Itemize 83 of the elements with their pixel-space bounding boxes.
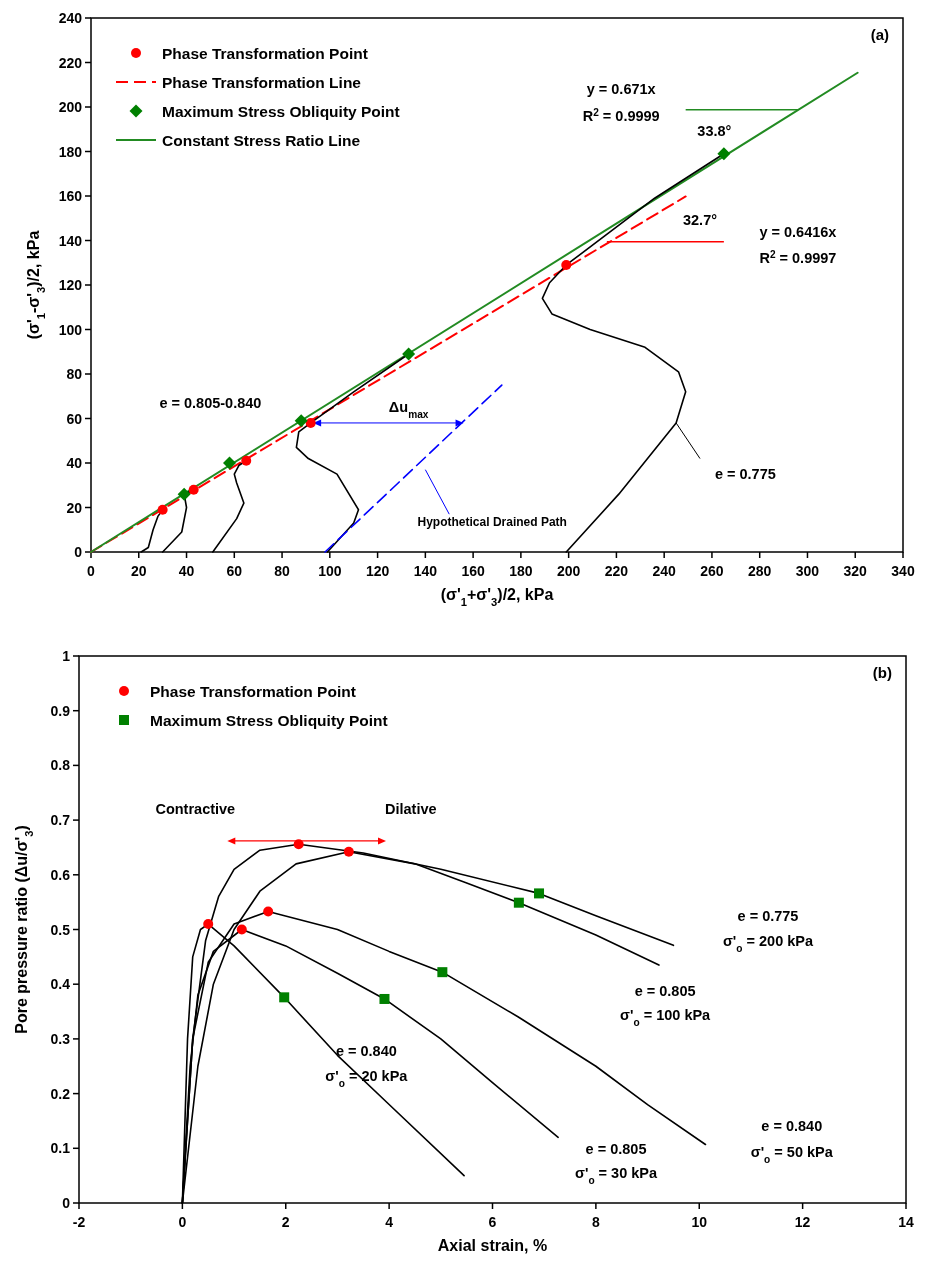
annotation: y = 0.671x bbox=[586, 81, 656, 98]
x-tick-label: 20 bbox=[130, 563, 147, 579]
x-tick-label: 100 bbox=[318, 563, 342, 579]
annotation: R$^{2}$ = 0.9999 bbox=[582, 106, 660, 124]
annotation: Contractive bbox=[155, 801, 236, 818]
annotation: 32.7° bbox=[682, 212, 718, 229]
legend-label: Phase Transformation Line bbox=[162, 74, 362, 91]
y-tick-label: 20 bbox=[66, 499, 83, 516]
x-tick-label: 260 bbox=[700, 563, 724, 579]
y-tick-label: 0.7 bbox=[50, 812, 71, 829]
y-tick-label: 0.1 bbox=[50, 1140, 71, 1157]
legend-label: Maximum Stress Obliquity Point bbox=[150, 712, 388, 729]
y-tick-label: 0 bbox=[62, 1195, 71, 1211]
y-tick-label: 0 bbox=[74, 544, 83, 560]
x-tick-label: 0 bbox=[87, 563, 96, 579]
y-tick-label: 0.8 bbox=[50, 757, 71, 774]
legend-label: Phase Transformation Point bbox=[162, 45, 368, 62]
annotation: e = 0.805 bbox=[634, 982, 696, 999]
x-tick-label: 80 bbox=[274, 563, 291, 579]
y-tick-label: 240 bbox=[58, 10, 83, 26]
y-tick-label: 0.3 bbox=[50, 1030, 71, 1047]
legend-label: Phase Transformation Point bbox=[150, 683, 356, 700]
y-tick-label: 1 bbox=[62, 648, 71, 664]
annotation: σ'$_{o}$ = 20 kPa bbox=[325, 1068, 409, 1089]
x-axis-title: Axial strain, % bbox=[437, 1237, 548, 1254]
x-tick-label: 300 bbox=[795, 563, 820, 579]
y-tick-label: 180 bbox=[58, 143, 83, 160]
y-tick-label: 100 bbox=[58, 321, 83, 338]
x-tick-label: 6 bbox=[488, 1214, 497, 1230]
annotation: e = 0.840 bbox=[761, 1118, 823, 1135]
y-tick-label: 0.2 bbox=[50, 1085, 71, 1102]
legend-label: Constant Stress Ratio Line bbox=[162, 132, 361, 149]
x-tick-label: 60 bbox=[226, 563, 243, 579]
annotation: e = 0.775 bbox=[737, 907, 799, 924]
annotation: 33.8° bbox=[697, 123, 732, 140]
y-tick-label: 0.5 bbox=[50, 921, 71, 938]
x-tick-label: 160 bbox=[461, 563, 486, 579]
y-tick-label: 0.6 bbox=[50, 866, 71, 883]
text: (a) bbox=[870, 26, 889, 43]
y-tick-label: 0.9 bbox=[50, 702, 71, 719]
x-tick-label: 40 bbox=[178, 563, 195, 579]
y-tick-label: 220 bbox=[58, 54, 83, 71]
y-tick-label: 60 bbox=[66, 410, 83, 427]
x-tick-label: 200 bbox=[556, 563, 581, 579]
text: (b) bbox=[872, 664, 892, 681]
annotation: σ'$_{o}$ = 30 kPa bbox=[575, 1164, 658, 1186]
x-tick-label: 280 bbox=[748, 563, 772, 579]
annotation: e = 0.805-0.840 bbox=[159, 394, 262, 411]
legend-label: Maximum Stress Obliquity Point bbox=[162, 103, 400, 120]
y-tick-label: 140 bbox=[58, 232, 83, 249]
annotation: σ'$_{o}$ = 100 kPa bbox=[620, 1006, 712, 1028]
annotation: Hypothetical Drained Path bbox=[417, 514, 567, 529]
y-tick-label: 160 bbox=[58, 188, 83, 204]
annotation: Δu$_{max}$ bbox=[388, 399, 429, 420]
annotation: y = 0.6416x bbox=[759, 223, 837, 240]
annotation: e = 0.840 bbox=[335, 1042, 397, 1059]
annotation: e = 0.805 bbox=[585, 1140, 647, 1157]
x-tick-label: 8 bbox=[591, 1214, 600, 1230]
x-tick-label: 10 bbox=[691, 1214, 708, 1230]
x-tick-label: 2 bbox=[281, 1214, 290, 1230]
x-tick-label: 140 bbox=[413, 563, 438, 579]
x-tick-label: 220 bbox=[604, 563, 629, 579]
y-tick-label: 120 bbox=[58, 277, 83, 293]
x-tick-label: 14 bbox=[898, 1214, 914, 1230]
x-axis-title: (σ'$_{1}$+σ'$_{3}$)/2, kPa bbox=[440, 586, 554, 608]
annotation: R$^{2}$ = 0.9997 bbox=[759, 248, 837, 267]
y-tick-label: 200 bbox=[58, 99, 83, 115]
x-tick-label: 120 bbox=[365, 563, 390, 579]
x-tick-label: 4 bbox=[385, 1214, 394, 1230]
x-tick-label: 340 bbox=[891, 563, 915, 579]
x-tick-label: 0 bbox=[178, 1214, 187, 1230]
x-tick-label: 12 bbox=[794, 1214, 811, 1230]
y-tick-label: 80 bbox=[66, 366, 83, 382]
annotation: σ'$_{o}$ = 200 kPa bbox=[722, 932, 814, 954]
x-tick-label: -2 bbox=[72, 1214, 86, 1230]
x-tick-label: 240 bbox=[652, 563, 677, 579]
y-tick-label: 0.4 bbox=[50, 976, 71, 993]
x-tick-label: 180 bbox=[509, 563, 533, 579]
annotation: σ'$_{o}$ = 50 kPa bbox=[750, 1143, 834, 1165]
y-tick-label: 40 bbox=[66, 455, 83, 471]
annotation: e = 0.775 bbox=[714, 466, 776, 483]
x-tick-label: 320 bbox=[843, 563, 868, 579]
annotation: Dilative bbox=[385, 801, 437, 818]
